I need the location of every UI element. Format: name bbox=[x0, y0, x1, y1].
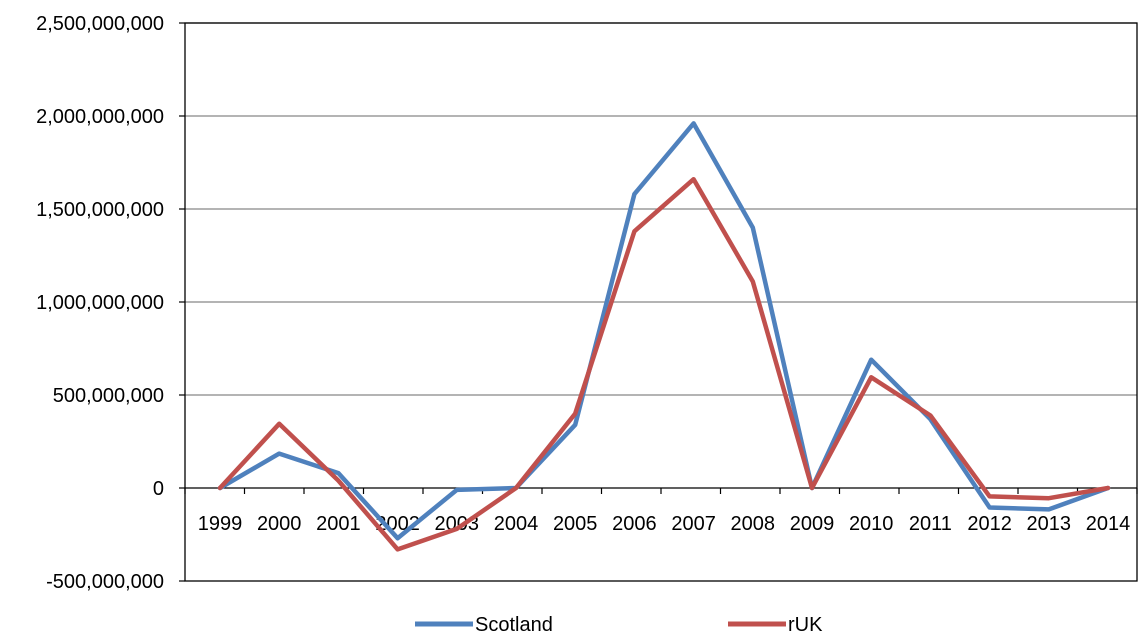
series-lines bbox=[217, 121, 1111, 552]
x-tick-label: 2012 bbox=[967, 513, 1012, 535]
x-tick-label: 2014 bbox=[1086, 513, 1131, 535]
x-tick-label: 2007 bbox=[671, 513, 716, 535]
y-tick-label: 2,000,000,000 bbox=[36, 106, 164, 128]
x-tick-label: 2011 bbox=[909, 513, 952, 535]
x-tick-label: 2006 bbox=[612, 513, 657, 535]
legend-label-ruk: rUK bbox=[788, 614, 823, 636]
legend: Scotland rUK bbox=[415, 614, 823, 636]
x-tick-label: 2013 bbox=[1027, 513, 1072, 535]
legend-label-scotland: Scotland bbox=[475, 614, 553, 636]
x-tick-label: 2008 bbox=[731, 513, 776, 535]
x-tick-label: 2005 bbox=[553, 513, 598, 535]
series-line-scotland bbox=[217, 121, 1111, 541]
x-tick-label: 2009 bbox=[790, 513, 835, 535]
x-tick-label: 2000 bbox=[257, 513, 302, 535]
y-tick-label: 2,500,000,000 bbox=[36, 13, 164, 35]
x-tick-label: 2010 bbox=[849, 513, 894, 535]
y-tick-label: 500,000,000 bbox=[53, 385, 164, 407]
x-tick-label: 2004 bbox=[494, 513, 539, 535]
series-line-ruk bbox=[217, 176, 1111, 552]
y-tick-label: 1,000,000,000 bbox=[36, 292, 164, 314]
y-tick-label: 0 bbox=[153, 478, 164, 500]
y-axis: -500,000,000 0 500,000,000 1,000,000,000 1,5… bbox=[36, 13, 185, 593]
y-tick-label: -500,000,000 bbox=[46, 571, 164, 593]
x-tick-label: 1999 bbox=[198, 513, 243, 535]
x-tick-label: 2001 bbox=[316, 513, 361, 535]
y-tick-label: 1,500,000,000 bbox=[36, 199, 164, 221]
